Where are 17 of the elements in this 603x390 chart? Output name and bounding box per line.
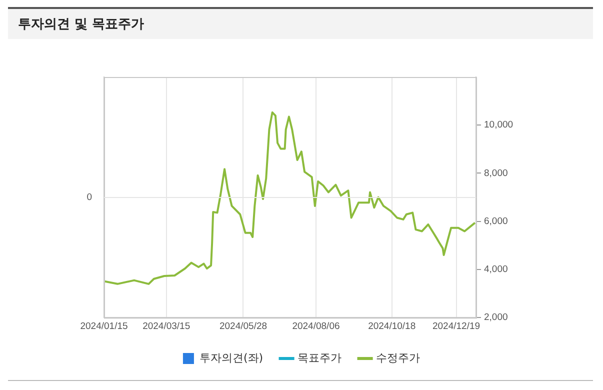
x-tick-label: 2024/12/19 [432,320,480,332]
text: 0 [86,192,92,204]
x-tick-label: 2024/08/06 [292,320,340,332]
legend-label: 수정주가 [376,351,420,364]
x-tick-label: 2024/05/28 [219,320,268,332]
x-tick-label: 2024/03/15 [142,320,190,332]
legend-label: 투자의견(좌) [199,351,264,364]
x-tick-label: 2024/01/15 [80,320,128,332]
y2-tick-label: 8,000 [484,168,508,179]
y2-tick-label: 6,000 [484,216,508,227]
legend-label: 목표주가 [298,351,342,364]
y2-tick-label: 4,000 [484,264,508,276]
chart-title: 투자의견 및 목표주가 [18,16,144,33]
y2-tick-label: 10,000 [484,120,514,131]
header-panel: 투자의견 및 목표주가 [8,7,593,39]
y2-tick-label: 2,000 [484,312,508,324]
x-tick-label: 2024/10/18 [368,320,416,332]
